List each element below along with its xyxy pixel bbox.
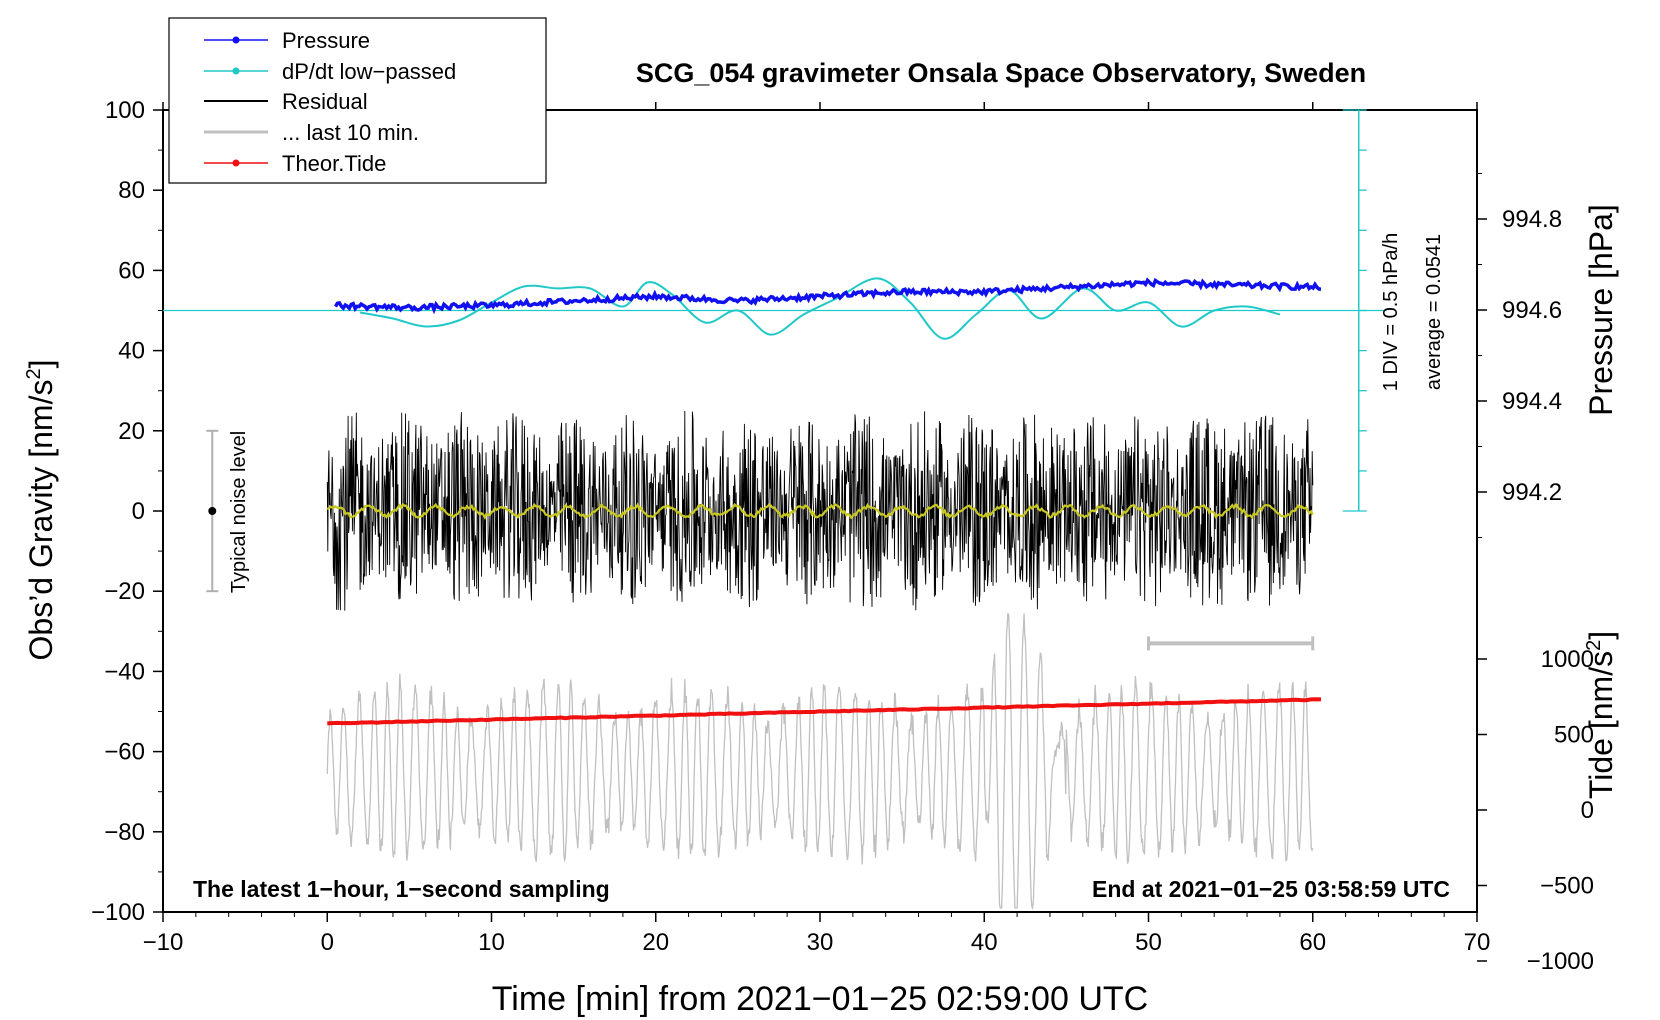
x-tick-label: 20 — [642, 929, 669, 956]
x-tick-label: 10 — [478, 929, 505, 956]
annotation-dpdt-average: average = 0.0541 — [1423, 234, 1445, 390]
data-series — [163, 277, 1387, 911]
y-tick-label: 100 — [105, 97, 145, 124]
annotation-noise-level: Typical noise level — [228, 431, 250, 593]
tide-tick-label: −500 — [1540, 873, 1594, 900]
tide-tick-label: 1000 — [1541, 646, 1594, 673]
annotation-bottom-right: End at 2021−01−25 03:58:59 UTC — [1092, 876, 1450, 902]
x-tick-label: 0 — [321, 929, 334, 956]
legend-label-tide: Theor.Tide — [282, 151, 386, 176]
y-axis-label-tide-main: Tide [nm/s — [1583, 651, 1619, 799]
last10-series-line — [326, 612, 1314, 911]
axis-ticks: −10 0 10 20 30 40 50 60 70−100−80−60−40−20020406… — [91, 97, 1594, 975]
y-tick-label: 0 — [132, 498, 145, 525]
y-axis-label-gravity: Obs’d Gravity [nm/s2] — [23, 360, 59, 661]
x-axis-label: Time [min] from 2021−01−25 02:59:00 UTC — [492, 980, 1148, 1018]
y-axis-label-tide: Tide [nm/s2] — [1583, 631, 1619, 799]
x-tick-label: 70 — [1464, 929, 1491, 956]
annotation-dpdt-scale: 1 DIV = 0.5 hPa/h — [1380, 233, 1402, 391]
legend-label-residual: Residual — [282, 89, 368, 114]
y-axis-label-tide-sup: 2 — [1583, 640, 1605, 651]
annotation-bottom-left: The latest 1−hour, 1−second sampling — [193, 876, 610, 902]
x-tick-label: −10 — [143, 929, 184, 956]
y-tick-label: −100 — [91, 899, 145, 926]
y-axis-label-gravity-sup: 2 — [23, 368, 45, 379]
y-tick-label: 20 — [118, 418, 145, 445]
tide-tick-label: 500 — [1554, 722, 1594, 749]
y-tick-label: −40 — [104, 658, 145, 685]
y-axis-label-tide-close: ] — [1583, 631, 1619, 640]
legend-label-pressure: Pressure — [282, 28, 370, 53]
y-axis-label-gravity-main: Obs’d Gravity [nm/s — [23, 380, 59, 661]
y-tick-label: −20 — [104, 578, 145, 605]
residual-series-line — [326, 410, 1314, 611]
legend-dot-pressure — [232, 36, 240, 44]
pressure-tick-label: 994.4 — [1502, 388, 1562, 415]
dpdt-scale-bar — [1342, 109, 1367, 512]
pressure-tick-label: 994.8 — [1502, 206, 1562, 233]
y-tick-label: −60 — [104, 739, 145, 766]
tide-tick-label: −1000 — [1527, 948, 1594, 975]
pressure-tick-label: 994.6 — [1502, 297, 1562, 324]
y-axis-label-pressure: Pressure [hPa] — [1583, 204, 1619, 416]
dpdt-series-line — [359, 277, 1281, 340]
pressure-tick-label: 994.2 — [1502, 479, 1562, 506]
legend-dot-dpdt — [232, 67, 240, 75]
x-tick-label: 50 — [1135, 929, 1162, 956]
noise-level-indicator — [206, 429, 219, 593]
pressure-series-line — [333, 277, 1322, 315]
y-tick-label: 40 — [118, 338, 145, 365]
x-tick-label: 60 — [1299, 929, 1326, 956]
noise-level-dot — [208, 507, 217, 515]
y-tick-label: 60 — [118, 257, 145, 284]
tide-series-line — [327, 697, 1322, 726]
residual-lowpass-line — [326, 502, 1314, 520]
legend-dot-tide — [232, 159, 240, 167]
x-tick-label: 40 — [971, 929, 998, 956]
y-axis-label-gravity-close: ] — [23, 360, 59, 369]
legend-label-last10: ... last 10 min. — [282, 120, 419, 145]
x-tick-label: 30 — [807, 929, 834, 956]
y-tick-label: 80 — [118, 177, 145, 204]
tide-tick-label: 0 — [1581, 797, 1594, 824]
y-tick-label: −80 — [104, 819, 145, 846]
chart-title: SCG_054 gravimeter Onsala Space Observat… — [636, 58, 1366, 88]
legend: Pressure dP/dt low−passed Residual ... l… — [168, 17, 547, 184]
legend-label-dpdt: dP/dt low−passed — [282, 59, 456, 84]
